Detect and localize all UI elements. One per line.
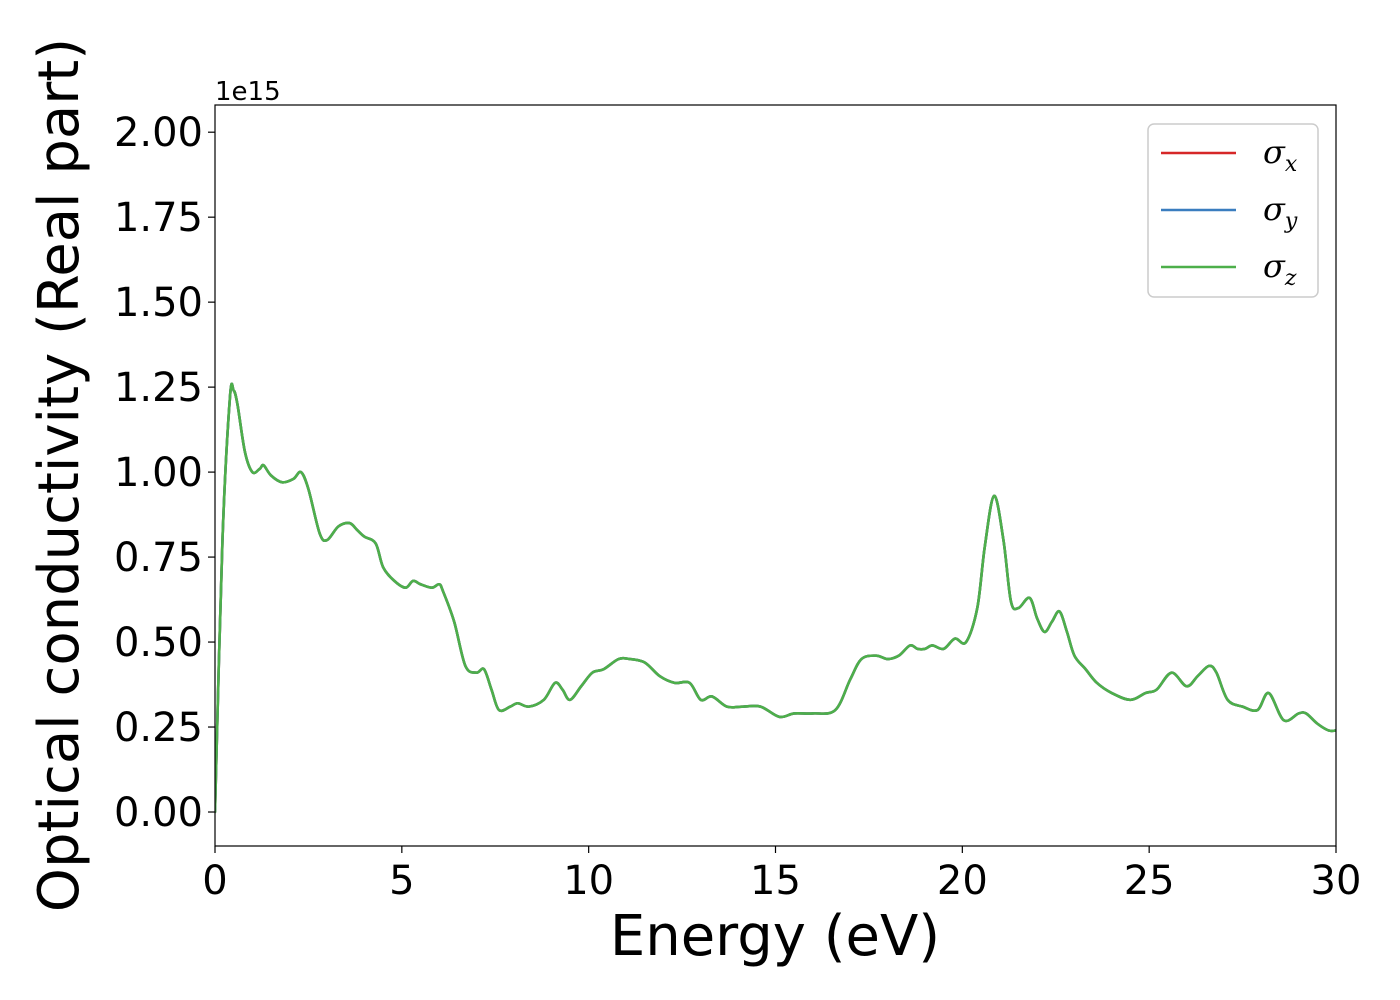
legend-label-y: σy [1263, 190, 1298, 234]
x-tick-label: 15 [750, 858, 801, 904]
x-tick-label: 5 [389, 858, 414, 904]
x-tick-label: 30 [1311, 858, 1362, 904]
x-tick-label: 20 [937, 858, 988, 904]
y-axis-ticks: 0.00 0.25 0.50 0.75 1.00 1.25 1.50 1.75 2.00 [114, 110, 215, 836]
y-tick-label: 0.00 [114, 790, 203, 836]
x-tick-label: 0 [202, 858, 227, 904]
y-axis-label: Optical conductivity (Real part) [27, 38, 92, 912]
x-axis-ticks: 0 5 10 15 20 25 30 [202, 846, 1361, 904]
x-axis-label: Energy (eV) [610, 904, 940, 969]
y-tick-label: 1.00 [114, 450, 203, 496]
legend: σx σy σz [1147, 123, 1319, 298]
y-tick-label: 2.00 [114, 110, 203, 156]
series-layer [215, 382, 1336, 814]
legend-label-z: σz [1263, 247, 1297, 291]
y-offset-label: 1e15 [215, 77, 281, 107]
y-tick-label: 1.75 [114, 195, 203, 241]
y-tick-label: 0.75 [114, 535, 203, 581]
y-tick-label: 0.50 [114, 620, 203, 666]
x-tick-label: 25 [1124, 858, 1175, 904]
series-line-z [215, 382, 1336, 814]
x-tick-label: 10 [563, 858, 614, 904]
legend-label-x: σx [1263, 133, 1298, 177]
y-tick-label: 1.25 [114, 365, 203, 411]
y-tick-label: 1.50 [114, 280, 203, 326]
y-tick-label: 0.25 [114, 705, 203, 751]
